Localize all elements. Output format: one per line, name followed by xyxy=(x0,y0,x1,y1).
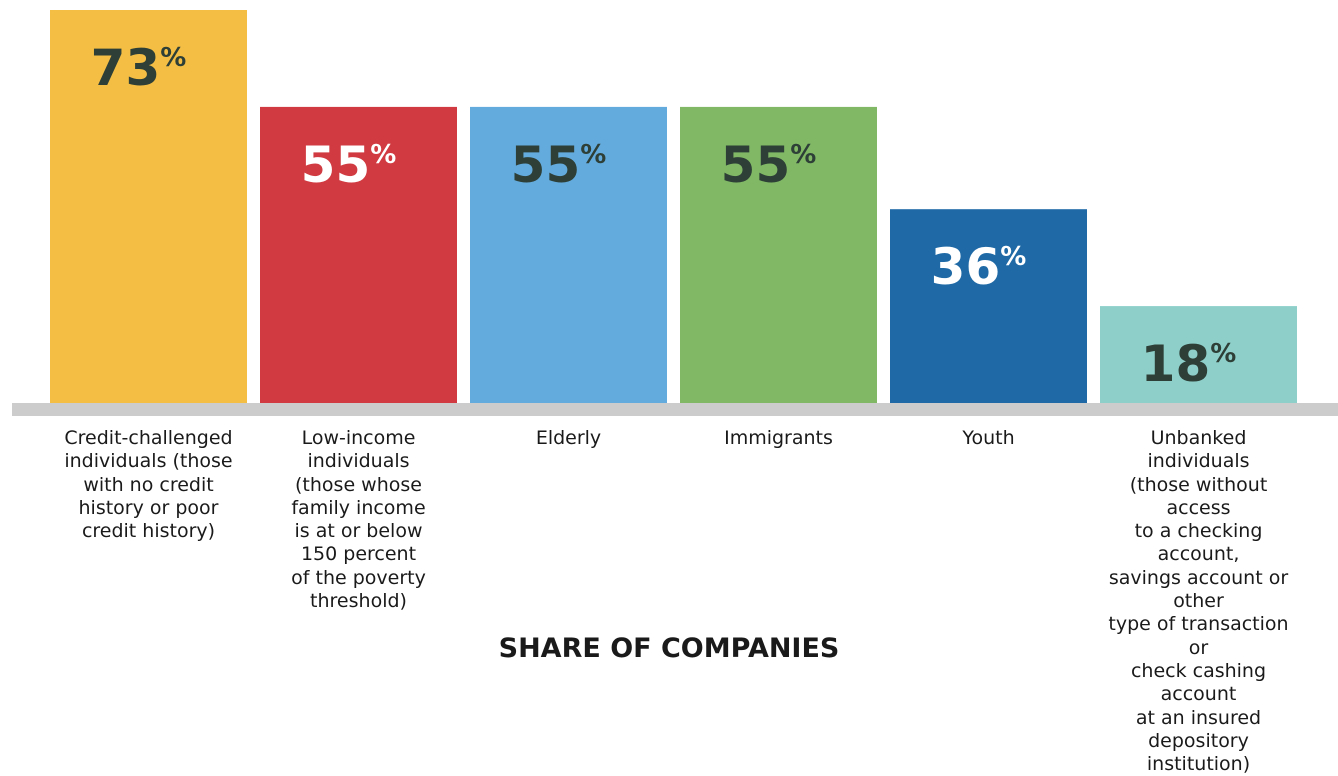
bar-value-label-2: 55% xyxy=(511,136,607,194)
bar-value-number: 73 xyxy=(91,39,161,97)
baseline-bar xyxy=(12,403,1338,416)
category-label-line: Elderly xyxy=(535,427,602,449)
bar-0 xyxy=(50,10,247,403)
bar-value-percent-sign: % xyxy=(580,140,606,170)
category-label-line: 150 percent xyxy=(300,543,417,566)
bar-5 xyxy=(1100,306,1297,403)
bar-value-percent-sign: % xyxy=(1210,339,1236,369)
category-label-line: Credit-challenged xyxy=(64,427,233,449)
bar-value-percent-sign: % xyxy=(1000,242,1026,272)
category-label-line: (those whose xyxy=(295,473,422,496)
category-label-line: Youth xyxy=(962,427,1015,449)
category-label-1: Low-income individuals (those whose family … xyxy=(259,427,459,613)
bar-chart: 73%55% 55% 55%36%18% xyxy=(12,10,1338,416)
bar-value-number: 18 xyxy=(1141,335,1211,393)
category-label-line: at an insured depository xyxy=(1135,706,1262,752)
bar-value-percent-sign: % xyxy=(160,43,186,73)
bar-value-label-4: 36% xyxy=(931,238,1027,296)
category-label-line: family income xyxy=(291,496,426,519)
bar-4 xyxy=(890,209,1087,403)
bar-value-number: 55 xyxy=(721,136,791,194)
category-label-line: is at or below xyxy=(294,520,423,543)
bar-value-label-5: 18% xyxy=(1141,335,1237,393)
bar-2 xyxy=(470,106,667,403)
category-label-3: Immigrants xyxy=(679,427,879,450)
category-label-line: of the poverty xyxy=(291,566,426,589)
category-label-line: with no credit xyxy=(83,473,214,496)
bar-value-number: 36 xyxy=(931,238,1001,296)
category-label-line: Immigrants xyxy=(724,427,833,449)
bar-3 xyxy=(680,106,877,403)
category-label-4: Youth xyxy=(889,427,1089,450)
category-label-line: threshold) xyxy=(310,590,407,613)
category-label-5: Unbanked individuals (those without acces… xyxy=(1099,427,1299,776)
category-label-line: (those without access xyxy=(1129,473,1268,519)
bar-value-percent-sign: % xyxy=(370,140,396,170)
category-label-line: to a checking account, xyxy=(1134,520,1263,566)
bar-value-percent-sign: % xyxy=(790,140,816,170)
bar-value-number: 55 xyxy=(301,136,371,194)
category-label-line: Unbanked individuals xyxy=(1147,427,1250,473)
category-label-line: institution) xyxy=(1146,753,1251,776)
bar-value-label-3: 55% xyxy=(721,136,817,194)
category-label-line: credit history) xyxy=(81,520,216,543)
category-label-line: savings account or other xyxy=(1108,566,1289,613)
category-label-line: individuals (those xyxy=(64,450,233,473)
bar-1 xyxy=(260,106,457,403)
category-label-0: Credit-challenged individuals (those with … xyxy=(49,427,249,543)
bars-group: 73%55% 55% 55%36%18% xyxy=(50,10,1297,403)
bar-value-number: 55 xyxy=(511,136,581,194)
bar-value-label-0: 73% xyxy=(91,39,187,97)
bar-value-label-1: 55% xyxy=(301,136,397,194)
category-label-line: individuals xyxy=(307,450,410,473)
category-label-line: check cashing account xyxy=(1130,659,1267,706)
category-label-line: Low-income xyxy=(301,427,416,449)
category-label-2: Elderly xyxy=(469,427,669,450)
category-label-line: history or poor xyxy=(78,496,219,519)
x-axis-title: SHARE OF COMPANIES xyxy=(498,633,840,664)
category-label-line: type of transaction or xyxy=(1108,613,1289,659)
